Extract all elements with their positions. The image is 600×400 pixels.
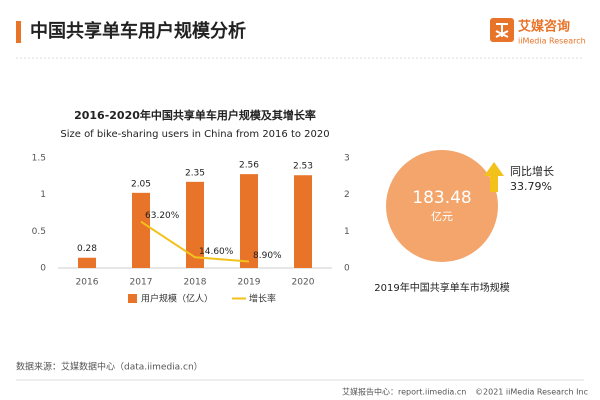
tick-label: 0 [344,264,350,274]
x-tick-label: 2017 [130,278,153,288]
data-label: 2.05 [131,179,151,189]
page-title: 中国共享单车用户规模分析 [30,20,246,42]
logo-en: iiMedia Research [518,37,586,46]
x-tick-label: 2018 [184,278,207,288]
growth-value: 33.79% [510,180,552,193]
bar [294,175,312,268]
footer-copyright: ©2021 iiMedia Research Inc [475,388,588,397]
data-label: 2.35 [185,168,205,178]
x-tick-label: 2020 [292,278,315,288]
market-caption: 2019年中国共享单车市场规模 [374,281,509,294]
chart-title: 2016-2020年中国共享单车用户规模及其增长率 [74,108,316,122]
footer-center: 艾媒报告中心：report.iimedia.cn [342,387,466,397]
x-tick-label: 2019 [238,278,261,288]
tick-label: 1 [40,190,46,200]
legend-swatch [128,294,137,303]
source: 数据来源：艾媒数据中心（data.iimedia.cn） [16,361,203,373]
tick-label: 1 [344,227,350,237]
legend-label: 用户规模（亿人） [141,293,213,305]
tick-label: 0 [40,264,46,274]
tick-label: 0.5 [32,227,46,237]
growth-label: 同比增长 [510,164,554,178]
logo-cn: 艾媒咨询 [518,19,570,35]
chart-subtitle: Size of bike-sharing users in China from… [60,129,329,140]
x-tick-label: 2016 [76,278,99,288]
bar [132,192,150,268]
data-label: 63.20% [145,211,180,221]
tick-label: 1.5 [32,154,46,164]
data-label: 8.90% [253,251,282,261]
logo-glyph [495,23,509,38]
market-value: 183.48 [412,188,471,208]
data-label: 2.53 [293,162,313,172]
data-label: 0.28 [77,244,97,254]
data-label: 14.60% [199,247,234,257]
bar [78,257,96,268]
header-accent [16,21,21,43]
tick-label: 2 [344,190,350,200]
legend-label: 增长率 [249,293,276,305]
market-unit: 亿元 [431,210,453,223]
line [140,220,250,263]
bar [240,174,258,268]
tick-label: 3 [344,154,350,164]
data-label: 2.56 [239,161,259,171]
bar [186,181,204,268]
growth-arrow [484,162,504,192]
market-circle [386,150,498,262]
